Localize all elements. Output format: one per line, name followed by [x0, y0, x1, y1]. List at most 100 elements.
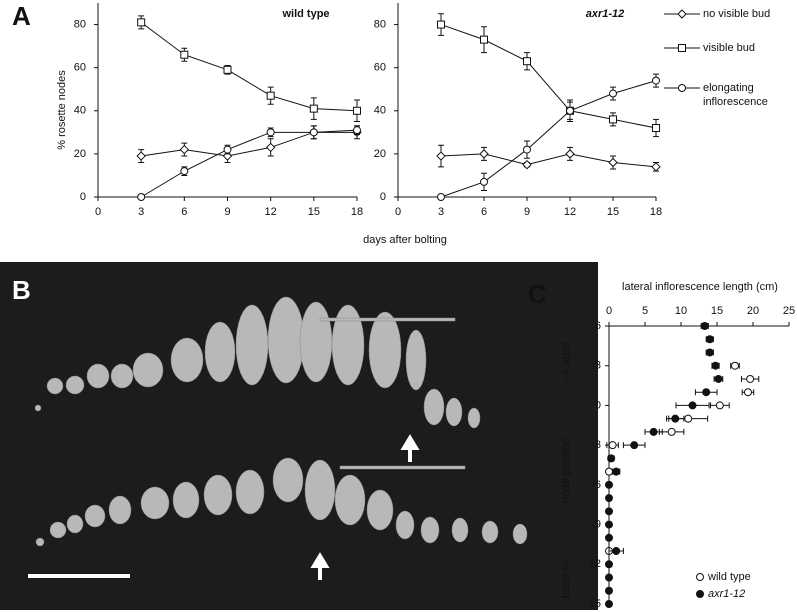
- marker: [136, 151, 146, 161]
- legend-entry: elongating inflorescence: [703, 82, 768, 108]
- x-tick-label: 15: [308, 206, 320, 218]
- marker: [523, 57, 531, 66]
- marker: [651, 162, 661, 172]
- series-line: [440, 153, 657, 168]
- y-tick-label: 40: [74, 105, 86, 117]
- marker: [711, 361, 720, 370]
- marker: [605, 600, 613, 608]
- x-tick-label: 18: [351, 206, 363, 218]
- marker: [480, 35, 488, 44]
- marker: [714, 374, 723, 383]
- x-tick-label: 6: [181, 206, 187, 218]
- marker: [605, 480, 613, 489]
- x-tick-label: 6: [481, 206, 487, 218]
- marker: [605, 494, 613, 503]
- marker: [522, 159, 532, 170]
- marker: [605, 507, 613, 516]
- legend-entry: visible bud: [703, 42, 755, 54]
- marker: [715, 401, 724, 410]
- x-tick-label: 12: [265, 206, 277, 218]
- y-axis-label: node position: [560, 437, 572, 502]
- marker: [608, 157, 618, 168]
- x-tick-label: 9: [224, 206, 230, 218]
- marker: [480, 177, 488, 186]
- marker: [612, 467, 621, 476]
- y-tick-label: 20: [374, 148, 386, 160]
- marker: [705, 335, 714, 344]
- marker: [605, 533, 613, 542]
- marker: [671, 414, 680, 423]
- x-tick-label: 12: [564, 206, 576, 218]
- x-tick-label: 10: [675, 305, 687, 317]
- x-tick-label: 15: [711, 305, 723, 317]
- marker: [688, 401, 697, 410]
- marker: [705, 348, 714, 357]
- x-axis-label: lateral inflorescence length (cm): [622, 281, 778, 293]
- x-tick-label: 9: [524, 206, 530, 218]
- y-tick-label: -15: [585, 598, 601, 610]
- marker: [608, 441, 617, 450]
- x-tick-label: 0: [95, 206, 101, 218]
- series-line: [140, 21, 358, 112]
- marker: [309, 104, 318, 113]
- legend-label: visible bud: [703, 42, 755, 54]
- marker: [746, 374, 755, 383]
- marker: [700, 322, 709, 330]
- marker: [696, 573, 704, 581]
- marker: [678, 84, 686, 92]
- y-tick-label: 20: [74, 148, 86, 160]
- marker: [677, 9, 687, 19]
- y-tick-label: 40: [374, 105, 386, 117]
- y-tick-label: 0: [80, 191, 86, 203]
- marker: [437, 20, 445, 29]
- y-tick-label: -6: [591, 479, 601, 491]
- marker: [605, 560, 613, 569]
- marker: [605, 467, 613, 476]
- x-tick-label: 0: [606, 305, 612, 317]
- marker: [607, 454, 616, 463]
- x-tick-label: 5: [642, 305, 648, 317]
- marker: [180, 50, 189, 59]
- marker: [702, 388, 711, 397]
- y-axis-label: % rosette nodes: [56, 70, 68, 150]
- y-tick-label: -9: [591, 518, 601, 530]
- chart-title: axr1-12: [586, 8, 625, 20]
- x-tick-label: 3: [138, 206, 144, 218]
- series-line: [440, 80, 657, 198]
- marker: [684, 414, 693, 423]
- marker: [652, 124, 660, 133]
- chart-title: wild type: [281, 8, 329, 20]
- x-tick-label: 25: [783, 305, 795, 317]
- marker: [223, 145, 232, 154]
- legend-label: elongating inflorescence: [703, 82, 768, 108]
- marker: [479, 149, 489, 159]
- x-tick-label: 3: [438, 206, 444, 218]
- marker: [652, 76, 660, 85]
- x-tick-label: 0: [395, 206, 401, 218]
- x-tick-label: 15: [607, 206, 619, 218]
- legend-label: axr1-12: [708, 588, 745, 600]
- marker: [731, 361, 739, 370]
- marker: [523, 145, 531, 154]
- panel-label: C: [528, 279, 547, 309]
- y-tick-label: 0: [380, 191, 386, 203]
- panel-label: A: [12, 1, 31, 31]
- marker: [649, 427, 658, 436]
- marker: [353, 106, 361, 115]
- marker: [678, 44, 686, 52]
- marker: [609, 115, 617, 124]
- x-tick-label: 20: [747, 305, 759, 317]
- y-tick-label: 80: [74, 18, 86, 30]
- series-line: [140, 129, 358, 198]
- photo: [0, 262, 598, 610]
- marker: [605, 520, 613, 529]
- y-tick-label: 80: [374, 18, 386, 30]
- y-tick-label: 60: [374, 62, 386, 74]
- marker: [266, 128, 275, 137]
- y-tick-label: 0: [595, 399, 601, 411]
- marker: [696, 590, 704, 598]
- marker: [353, 126, 361, 135]
- marker: [137, 18, 146, 27]
- marker: [309, 128, 318, 137]
